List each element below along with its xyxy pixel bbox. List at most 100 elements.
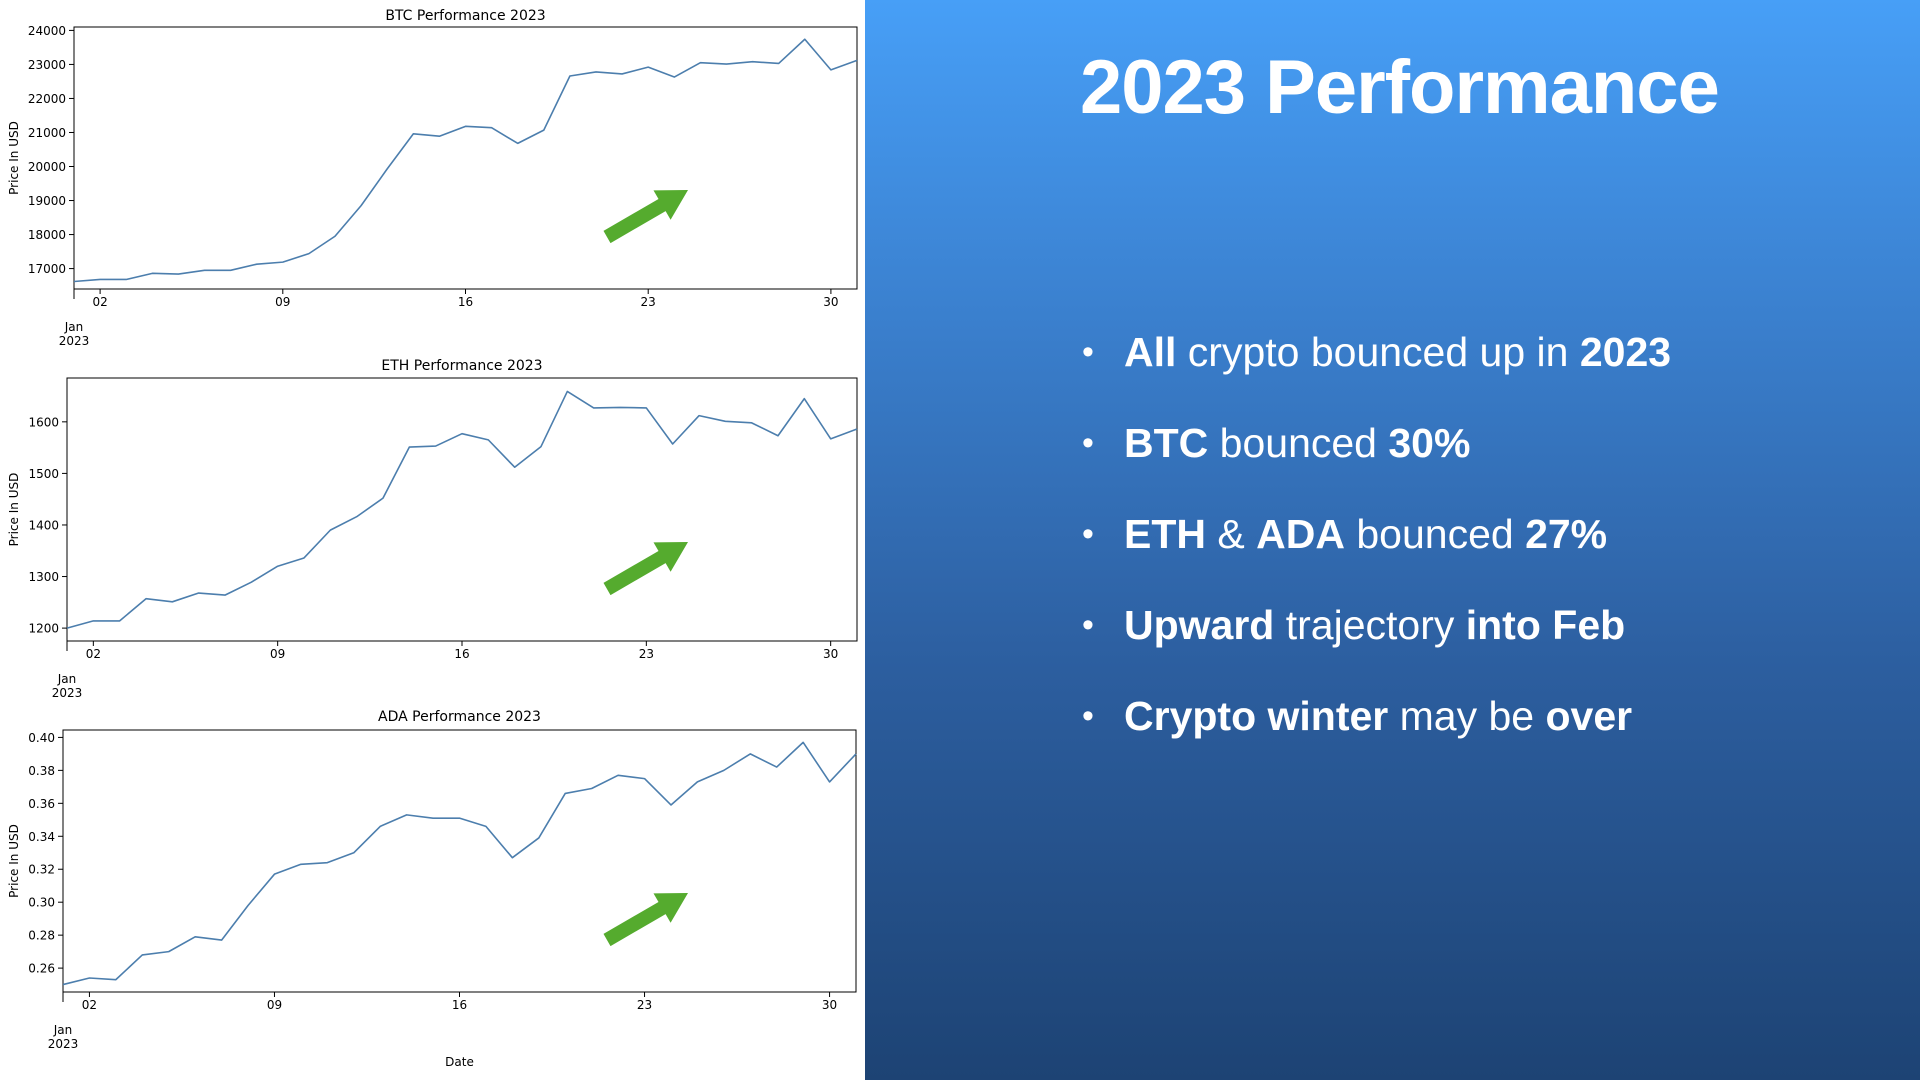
y-tick-label: 0.40: [28, 731, 55, 745]
data-point: [300, 863, 302, 865]
data-point: [647, 66, 649, 68]
data-point: [564, 792, 566, 794]
data-point: [804, 38, 806, 40]
x-tick-label: 02: [92, 295, 107, 309]
bullet-emphasis: All: [1124, 329, 1177, 375]
bullet-emphasis: Crypto winter: [1124, 693, 1389, 739]
plot-frame: [73, 26, 858, 290]
data-point: [458, 817, 460, 819]
data-point: [412, 133, 414, 135]
y-tick-label: 1500: [28, 467, 59, 481]
data-point: [856, 59, 858, 61]
bullet-emphasis: into Feb: [1465, 602, 1626, 648]
y-axis-label: Price In USD: [7, 824, 21, 898]
data-point: [829, 438, 831, 440]
charts-panel: BTC Performance 2023 17000 18000 19000 20000…: [0, 0, 865, 1080]
data-point: [487, 439, 489, 441]
x-major-tick-label: Jan: [64, 320, 84, 334]
data-point: [830, 69, 832, 71]
data-point: [303, 557, 305, 559]
data-point: [62, 983, 64, 985]
y-tick-label: 22000: [28, 92, 66, 106]
data-point: [724, 420, 726, 422]
data-point: [517, 142, 519, 144]
y-tick-label: 1600: [28, 415, 59, 429]
data-point: [645, 407, 647, 409]
data-point: [673, 76, 675, 78]
data-point: [308, 252, 310, 254]
data-point: [273, 873, 275, 875]
data-point: [513, 466, 515, 468]
y-tick-label: 23000: [28, 58, 66, 72]
data-point: [749, 753, 751, 755]
data-point: [405, 814, 407, 816]
x-tick-label: 23: [637, 998, 652, 1012]
y-tick-label: 1400: [28, 518, 59, 532]
y-tick-label: 0.34: [28, 830, 55, 844]
data-point: [777, 435, 779, 437]
data-point: [751, 61, 753, 63]
data-point: [617, 774, 619, 776]
data-point: [750, 422, 752, 424]
data-point: [725, 63, 727, 65]
data-point: [256, 263, 258, 265]
data-point: [408, 446, 410, 448]
bullet-list: • All crypto bounced up in 2023 • BTC bounc…: [1080, 330, 1671, 785]
y-tick-label: 1200: [28, 622, 59, 636]
arrow-shape: [603, 190, 688, 244]
data-point: [73, 280, 75, 282]
data-point: [355, 516, 357, 518]
x-major-tick-label: Jan: [57, 672, 77, 686]
chart-2: ADA Performance 2023 0.26 0.28 0.30 0.32 0.34…: [7, 709, 857, 1069]
data-point: [461, 432, 463, 434]
green-up-arrow-icon: [603, 542, 688, 596]
y-tick-label: 24000: [28, 24, 66, 38]
data-point: [329, 529, 331, 531]
data-point: [621, 73, 623, 75]
data-point: [490, 127, 492, 129]
data-point: [194, 936, 196, 938]
x-tick-label: 02: [82, 998, 97, 1012]
y-tick-label: 0.30: [28, 896, 55, 910]
data-point: [379, 825, 381, 827]
data-point: [803, 397, 805, 399]
data-point: [247, 904, 249, 906]
data-point: [66, 627, 68, 629]
bullet-text: &: [1206, 511, 1257, 557]
slide-title: 2023 Performance: [1080, 45, 1720, 130]
data-point: [92, 620, 94, 622]
data-point: [671, 443, 673, 445]
y-tick-label: 0.36: [28, 797, 55, 811]
bullet-text: crypto bounced up in: [1176, 329, 1580, 375]
data-point: [197, 592, 199, 594]
data-point: [145, 598, 147, 600]
charts-svg: BTC Performance 2023 17000 18000 19000 20000…: [7, 8, 858, 1069]
data-point: [434, 445, 436, 447]
bullet-item: • Upward trajectory into Feb: [1080, 603, 1671, 648]
x-tick-label: 16: [452, 998, 467, 1012]
data-point: [696, 781, 698, 783]
data-point: [856, 428, 858, 430]
data-point: [141, 954, 143, 956]
data-point: [855, 753, 857, 755]
chart-title: BTC Performance 2023: [385, 8, 545, 24]
y-tick-label: 21000: [28, 126, 66, 140]
chart-title: ETH Performance 2023: [381, 358, 542, 374]
y-tick-label: 0.32: [28, 863, 55, 877]
bullet-item: • All crypto bounced up in 2023: [1080, 330, 1671, 375]
data-point: [353, 852, 355, 854]
data-point: [282, 261, 284, 263]
data-point: [382, 497, 384, 499]
data-point: [125, 278, 127, 280]
data-point: [220, 939, 222, 941]
data-point: [386, 168, 388, 170]
data-point: [776, 766, 778, 768]
data-point: [88, 977, 90, 979]
data-point: [229, 269, 231, 271]
bullet-text: bounced: [1208, 420, 1389, 466]
data-point: [569, 75, 571, 77]
y-tick-label: 19000: [28, 194, 66, 208]
data-point: [619, 406, 621, 408]
data-point: [171, 601, 173, 603]
bullet-dot-icon: •: [1082, 606, 1094, 644]
